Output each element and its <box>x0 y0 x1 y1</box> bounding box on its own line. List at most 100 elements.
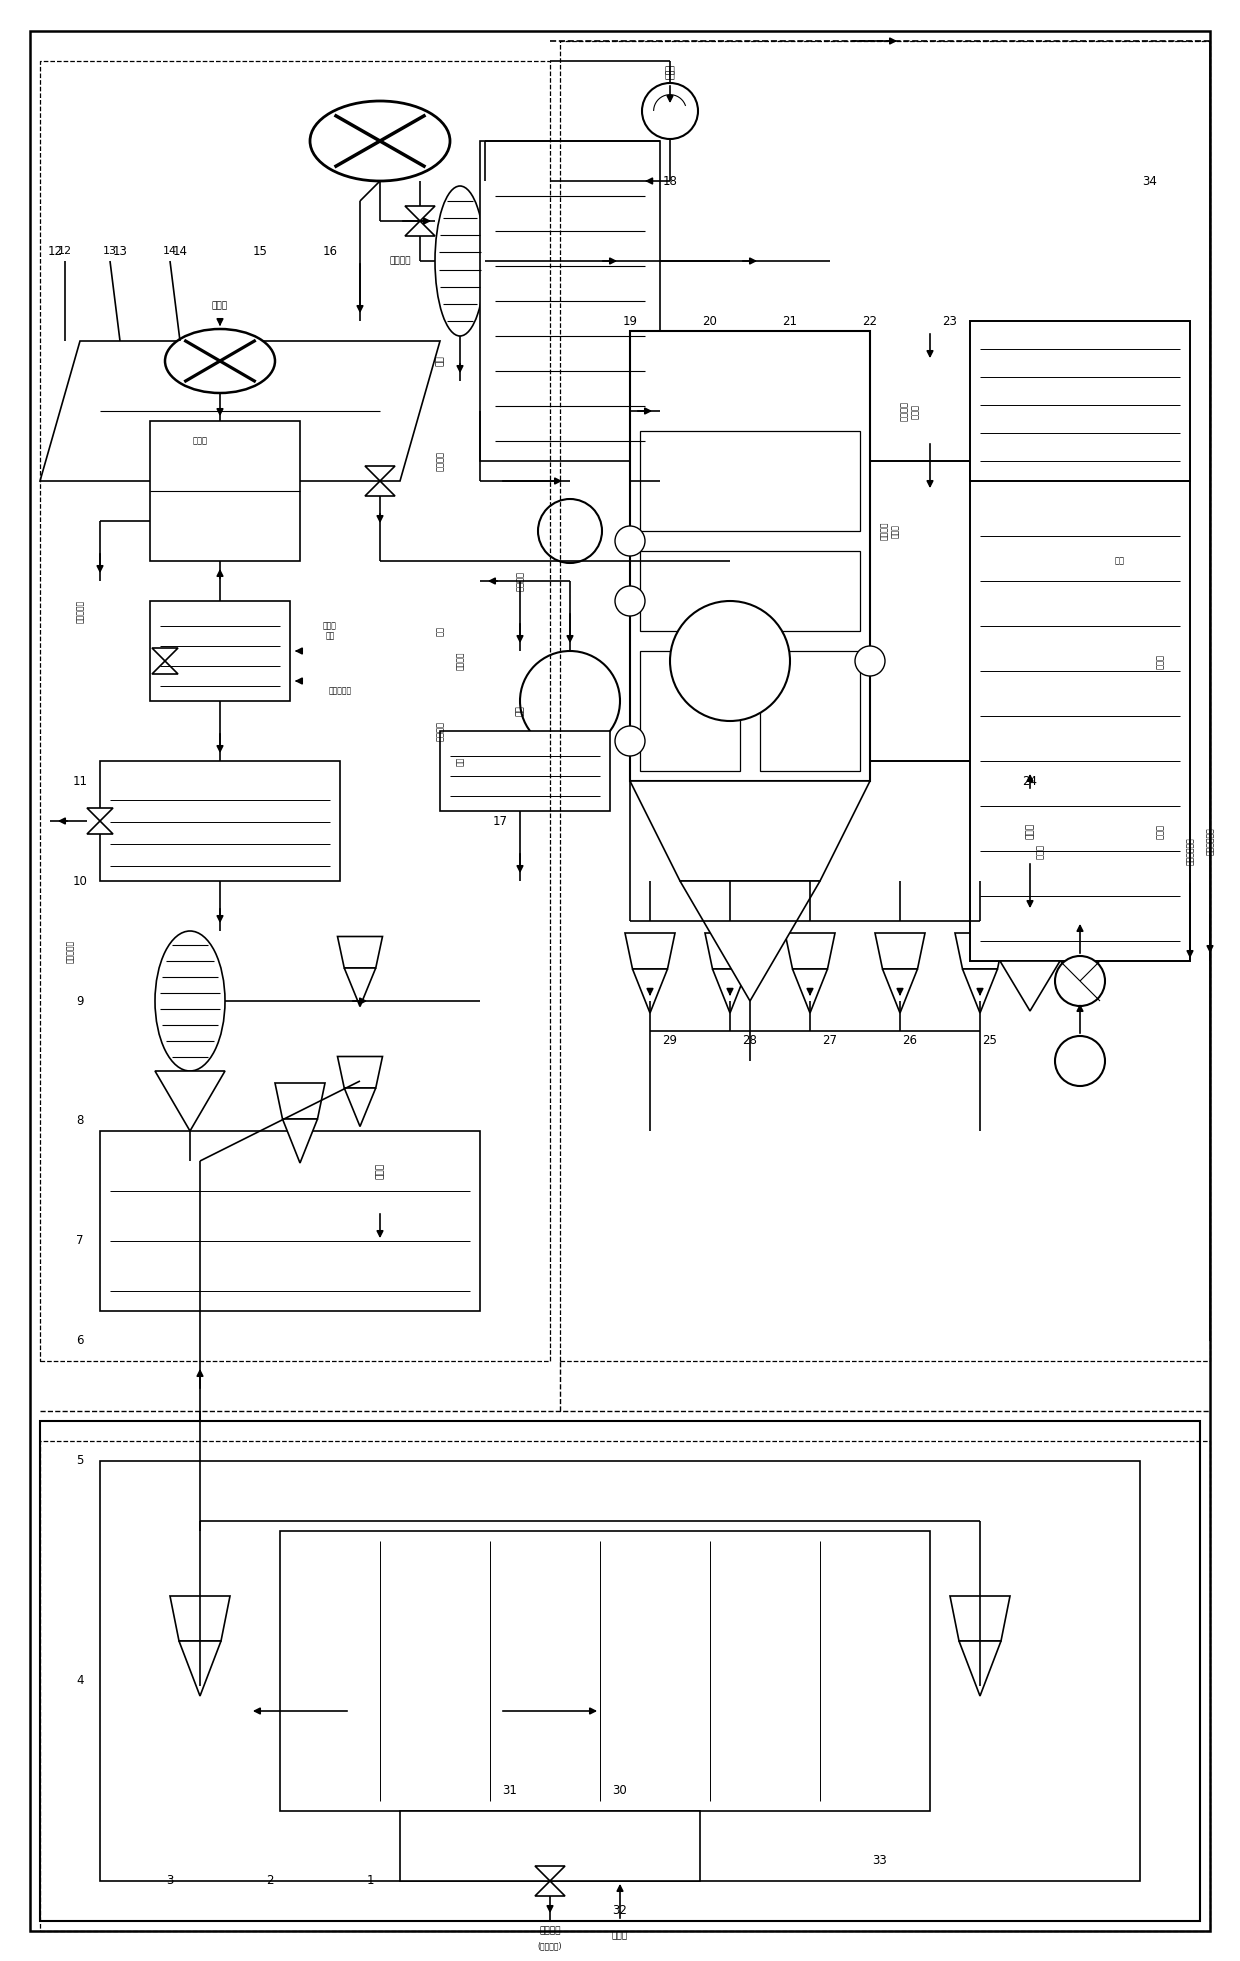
Circle shape <box>1055 957 1105 1006</box>
Text: 17: 17 <box>492 814 507 828</box>
Polygon shape <box>337 937 382 969</box>
Bar <box>40 1422 1200 1922</box>
Polygon shape <box>170 1596 229 1641</box>
Polygon shape <box>534 1881 565 1896</box>
Polygon shape <box>40 341 440 480</box>
Bar <box>830 461 1149 761</box>
Polygon shape <box>534 1867 565 1881</box>
Bar <box>280 1532 930 1812</box>
Text: 空气: 空气 <box>665 71 676 80</box>
Polygon shape <box>785 933 835 969</box>
Text: 成品酸输出: 成品酸输出 <box>76 600 84 622</box>
Polygon shape <box>87 808 113 822</box>
Polygon shape <box>962 969 997 1014</box>
Text: 工业水: 工业水 <box>212 302 228 310</box>
Text: 成品酸输出: 成品酸输出 <box>66 939 74 963</box>
Text: 锅炉给水: 锅炉给水 <box>516 571 525 590</box>
Polygon shape <box>155 1071 224 1131</box>
Polygon shape <box>999 961 1060 1012</box>
Text: 16: 16 <box>322 245 337 257</box>
Text: 流化风: 流化风 <box>611 1932 629 1941</box>
Polygon shape <box>792 969 827 1014</box>
Circle shape <box>615 726 645 757</box>
Circle shape <box>670 600 790 722</box>
Text: 2: 2 <box>267 1875 274 1888</box>
Circle shape <box>615 586 645 616</box>
Polygon shape <box>632 969 667 1014</box>
Polygon shape <box>883 969 918 1014</box>
Text: 24: 24 <box>1023 775 1038 788</box>
Text: 锅炉给水: 锅炉给水 <box>435 451 444 471</box>
Text: 13: 13 <box>113 245 128 257</box>
Text: 输送风: 输送风 <box>1156 824 1164 839</box>
Bar <box>150 422 300 561</box>
Text: 去溶出
单元: 去溶出 单元 <box>324 622 337 641</box>
Text: 14: 14 <box>172 245 187 257</box>
Polygon shape <box>365 467 396 480</box>
Text: 12: 12 <box>58 245 72 257</box>
Polygon shape <box>179 1641 221 1696</box>
Text: 22: 22 <box>863 314 878 327</box>
Polygon shape <box>630 780 870 880</box>
Text: 3: 3 <box>166 1875 174 1888</box>
Polygon shape <box>875 933 925 969</box>
Bar <box>440 731 610 812</box>
Bar <box>640 551 861 631</box>
Polygon shape <box>365 480 396 496</box>
Text: 9: 9 <box>76 994 84 1008</box>
Circle shape <box>856 645 885 677</box>
Bar <box>640 431 861 531</box>
Text: 蒸汽: 蒸汽 <box>435 355 444 367</box>
Ellipse shape <box>310 102 450 180</box>
Text: 锅炉给水: 锅炉给水 <box>455 651 465 671</box>
Text: 流化风: 流化风 <box>1025 824 1034 839</box>
Text: 27: 27 <box>822 1035 837 1047</box>
Text: 5: 5 <box>77 1455 83 1467</box>
Polygon shape <box>153 661 179 675</box>
Text: 蒸汽: 蒸汽 <box>435 626 444 635</box>
Text: 8: 8 <box>77 1114 83 1128</box>
Bar <box>100 761 340 880</box>
Text: 33: 33 <box>873 1855 888 1867</box>
Polygon shape <box>283 1120 317 1163</box>
Polygon shape <box>405 222 435 235</box>
Text: 20: 20 <box>703 314 718 327</box>
Bar <box>760 651 861 771</box>
Bar <box>150 600 290 700</box>
Polygon shape <box>713 969 748 1014</box>
Bar <box>970 461 1190 961</box>
Text: 26: 26 <box>903 1035 918 1047</box>
Circle shape <box>615 526 645 557</box>
Text: 14: 14 <box>162 245 177 257</box>
Text: 32: 32 <box>613 1904 627 1918</box>
Polygon shape <box>959 1641 1001 1696</box>
Ellipse shape <box>165 329 275 392</box>
Text: 4: 4 <box>76 1675 84 1688</box>
Text: 19: 19 <box>622 314 637 327</box>
Text: 结晶铝盐: 结晶铝盐 <box>539 1926 560 1936</box>
Text: 一次助燃空气: 一次助燃空气 <box>1185 837 1194 865</box>
Text: 蒸汽: 蒸汽 <box>516 706 525 716</box>
Text: 15: 15 <box>253 245 268 257</box>
Text: 18: 18 <box>662 175 677 188</box>
Bar <box>100 1461 1140 1881</box>
Polygon shape <box>87 822 113 833</box>
Ellipse shape <box>155 931 224 1071</box>
Text: 30: 30 <box>613 1785 627 1798</box>
Text: 结晶铝盐: 结晶铝盐 <box>389 257 410 265</box>
Bar <box>401 1812 701 1881</box>
Polygon shape <box>706 933 755 969</box>
Circle shape <box>538 498 601 563</box>
Polygon shape <box>153 647 179 661</box>
Text: 流化风: 流化风 <box>1035 843 1044 859</box>
Circle shape <box>1055 1035 1105 1086</box>
Text: 34: 34 <box>1142 175 1157 188</box>
Polygon shape <box>625 933 675 969</box>
Text: 空气: 空气 <box>1115 557 1125 565</box>
Bar <box>970 322 1190 480</box>
Text: 25: 25 <box>982 1035 997 1047</box>
Polygon shape <box>337 1057 382 1088</box>
Polygon shape <box>345 1088 376 1126</box>
Text: 工业水: 工业水 <box>192 437 207 445</box>
Polygon shape <box>405 206 435 222</box>
